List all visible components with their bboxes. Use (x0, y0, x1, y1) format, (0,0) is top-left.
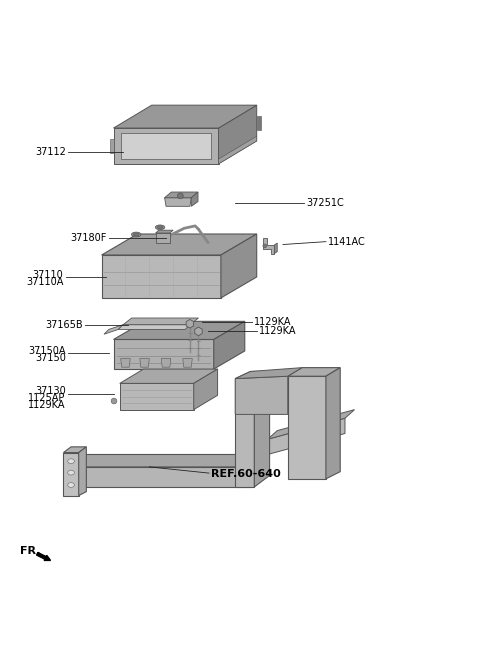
Polygon shape (218, 105, 257, 164)
Text: 37130: 37130 (35, 386, 66, 396)
Polygon shape (140, 359, 149, 367)
Polygon shape (79, 447, 86, 495)
Polygon shape (120, 369, 217, 384)
Polygon shape (268, 409, 355, 440)
Text: 37150A: 37150A (28, 346, 66, 356)
Polygon shape (120, 384, 194, 409)
Polygon shape (218, 136, 257, 164)
Polygon shape (165, 192, 198, 198)
Polygon shape (257, 116, 261, 130)
Polygon shape (268, 419, 345, 455)
Polygon shape (288, 376, 326, 479)
Polygon shape (161, 359, 171, 367)
Polygon shape (195, 327, 202, 336)
Text: REF.60-640: REF.60-640 (211, 468, 281, 478)
Polygon shape (254, 371, 270, 487)
Polygon shape (120, 359, 130, 367)
Ellipse shape (157, 226, 163, 229)
Ellipse shape (133, 233, 139, 236)
Text: 1125AP: 1125AP (28, 393, 66, 403)
Polygon shape (214, 321, 245, 369)
Polygon shape (114, 128, 218, 164)
Text: 37251C: 37251C (307, 198, 345, 208)
Polygon shape (326, 368, 340, 479)
Polygon shape (183, 359, 192, 367)
Polygon shape (235, 378, 254, 487)
Polygon shape (156, 233, 170, 242)
Polygon shape (104, 325, 123, 334)
Text: 1129KA: 1129KA (28, 400, 66, 410)
Ellipse shape (68, 470, 74, 475)
Text: 37110A: 37110A (26, 277, 63, 286)
Text: 37112: 37112 (35, 147, 66, 157)
Circle shape (178, 193, 183, 198)
Text: 37180F: 37180F (70, 233, 107, 243)
Circle shape (263, 244, 267, 248)
Polygon shape (118, 325, 190, 329)
Ellipse shape (156, 225, 165, 230)
Polygon shape (263, 238, 275, 254)
Polygon shape (63, 453, 79, 495)
Polygon shape (120, 133, 211, 159)
Text: 37150: 37150 (35, 353, 66, 363)
Polygon shape (110, 139, 114, 153)
Polygon shape (114, 321, 245, 340)
Text: FR.: FR. (20, 546, 40, 556)
Polygon shape (186, 319, 193, 328)
Polygon shape (63, 447, 86, 453)
Text: 1129KA: 1129KA (254, 317, 292, 327)
Polygon shape (165, 198, 192, 206)
Polygon shape (235, 371, 270, 378)
Text: 1141AC: 1141AC (328, 237, 366, 246)
Polygon shape (288, 368, 340, 376)
Polygon shape (221, 234, 257, 298)
Polygon shape (192, 192, 198, 206)
Text: 37110: 37110 (33, 270, 63, 280)
Ellipse shape (68, 483, 74, 487)
Circle shape (111, 398, 117, 404)
Polygon shape (114, 340, 214, 369)
Polygon shape (67, 455, 268, 467)
Ellipse shape (132, 232, 141, 237)
Polygon shape (235, 368, 302, 378)
Text: 1129KA: 1129KA (259, 326, 297, 336)
Polygon shape (114, 105, 257, 128)
Polygon shape (102, 234, 257, 255)
Text: 37165B: 37165B (45, 320, 83, 330)
Ellipse shape (68, 459, 74, 464)
Polygon shape (156, 230, 173, 233)
Polygon shape (235, 376, 288, 415)
Polygon shape (102, 255, 221, 298)
Polygon shape (123, 318, 199, 325)
Polygon shape (275, 243, 277, 254)
Polygon shape (194, 369, 217, 409)
Polygon shape (67, 467, 250, 487)
FancyArrow shape (36, 553, 50, 560)
